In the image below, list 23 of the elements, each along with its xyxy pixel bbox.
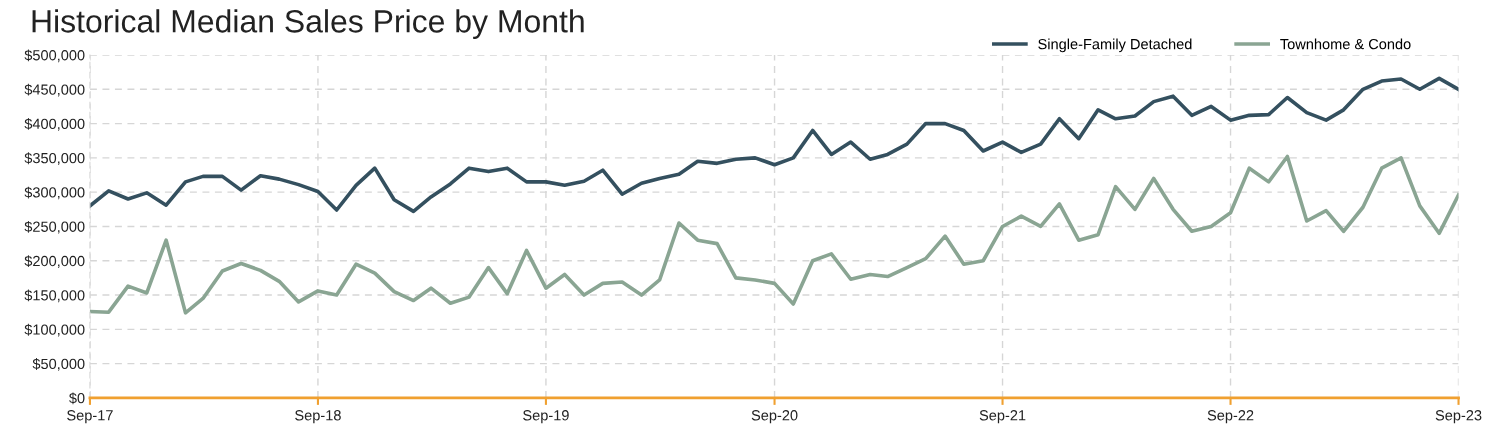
x-tick-label: Sep-22 (1207, 410, 1254, 424)
y-tick-label: $150,000 (24, 289, 85, 303)
legend-label: Townhome & Condo (1280, 38, 1411, 50)
x-tick-label: Sep-19 (523, 410, 569, 424)
line-series (89, 154, 1459, 315)
x-tick-label: Sep-23 (1435, 410, 1482, 424)
y-tick-label: $400,000 (24, 118, 85, 131)
y-tick-label: $500,000 (24, 49, 85, 63)
y-tick-label: $100,000 (24, 323, 85, 337)
x-tick-label: Sep-21 (979, 410, 1026, 424)
y-tick-label: $350,000 (24, 152, 85, 166)
x-tick-label: Sep-17 (67, 410, 113, 424)
line-series (89, 76, 1459, 214)
y-tick-label: $0 (69, 392, 85, 405)
y-tick-label: $300,000 (24, 186, 85, 200)
legend-label: Single-Family Detached (1038, 38, 1192, 53)
y-tick-label: $250,000 (24, 220, 85, 234)
y-tick-label: $50,000 (32, 358, 85, 371)
y-tick-label: $200,000 (24, 255, 85, 268)
x-tick-label: Sep-18 (295, 410, 341, 424)
y-tick-label: $450,000 (24, 83, 85, 97)
chart-title: Historical Median Sales Price by Month (32, 9, 584, 39)
x-tick-label: Sep-20 (751, 410, 798, 424)
